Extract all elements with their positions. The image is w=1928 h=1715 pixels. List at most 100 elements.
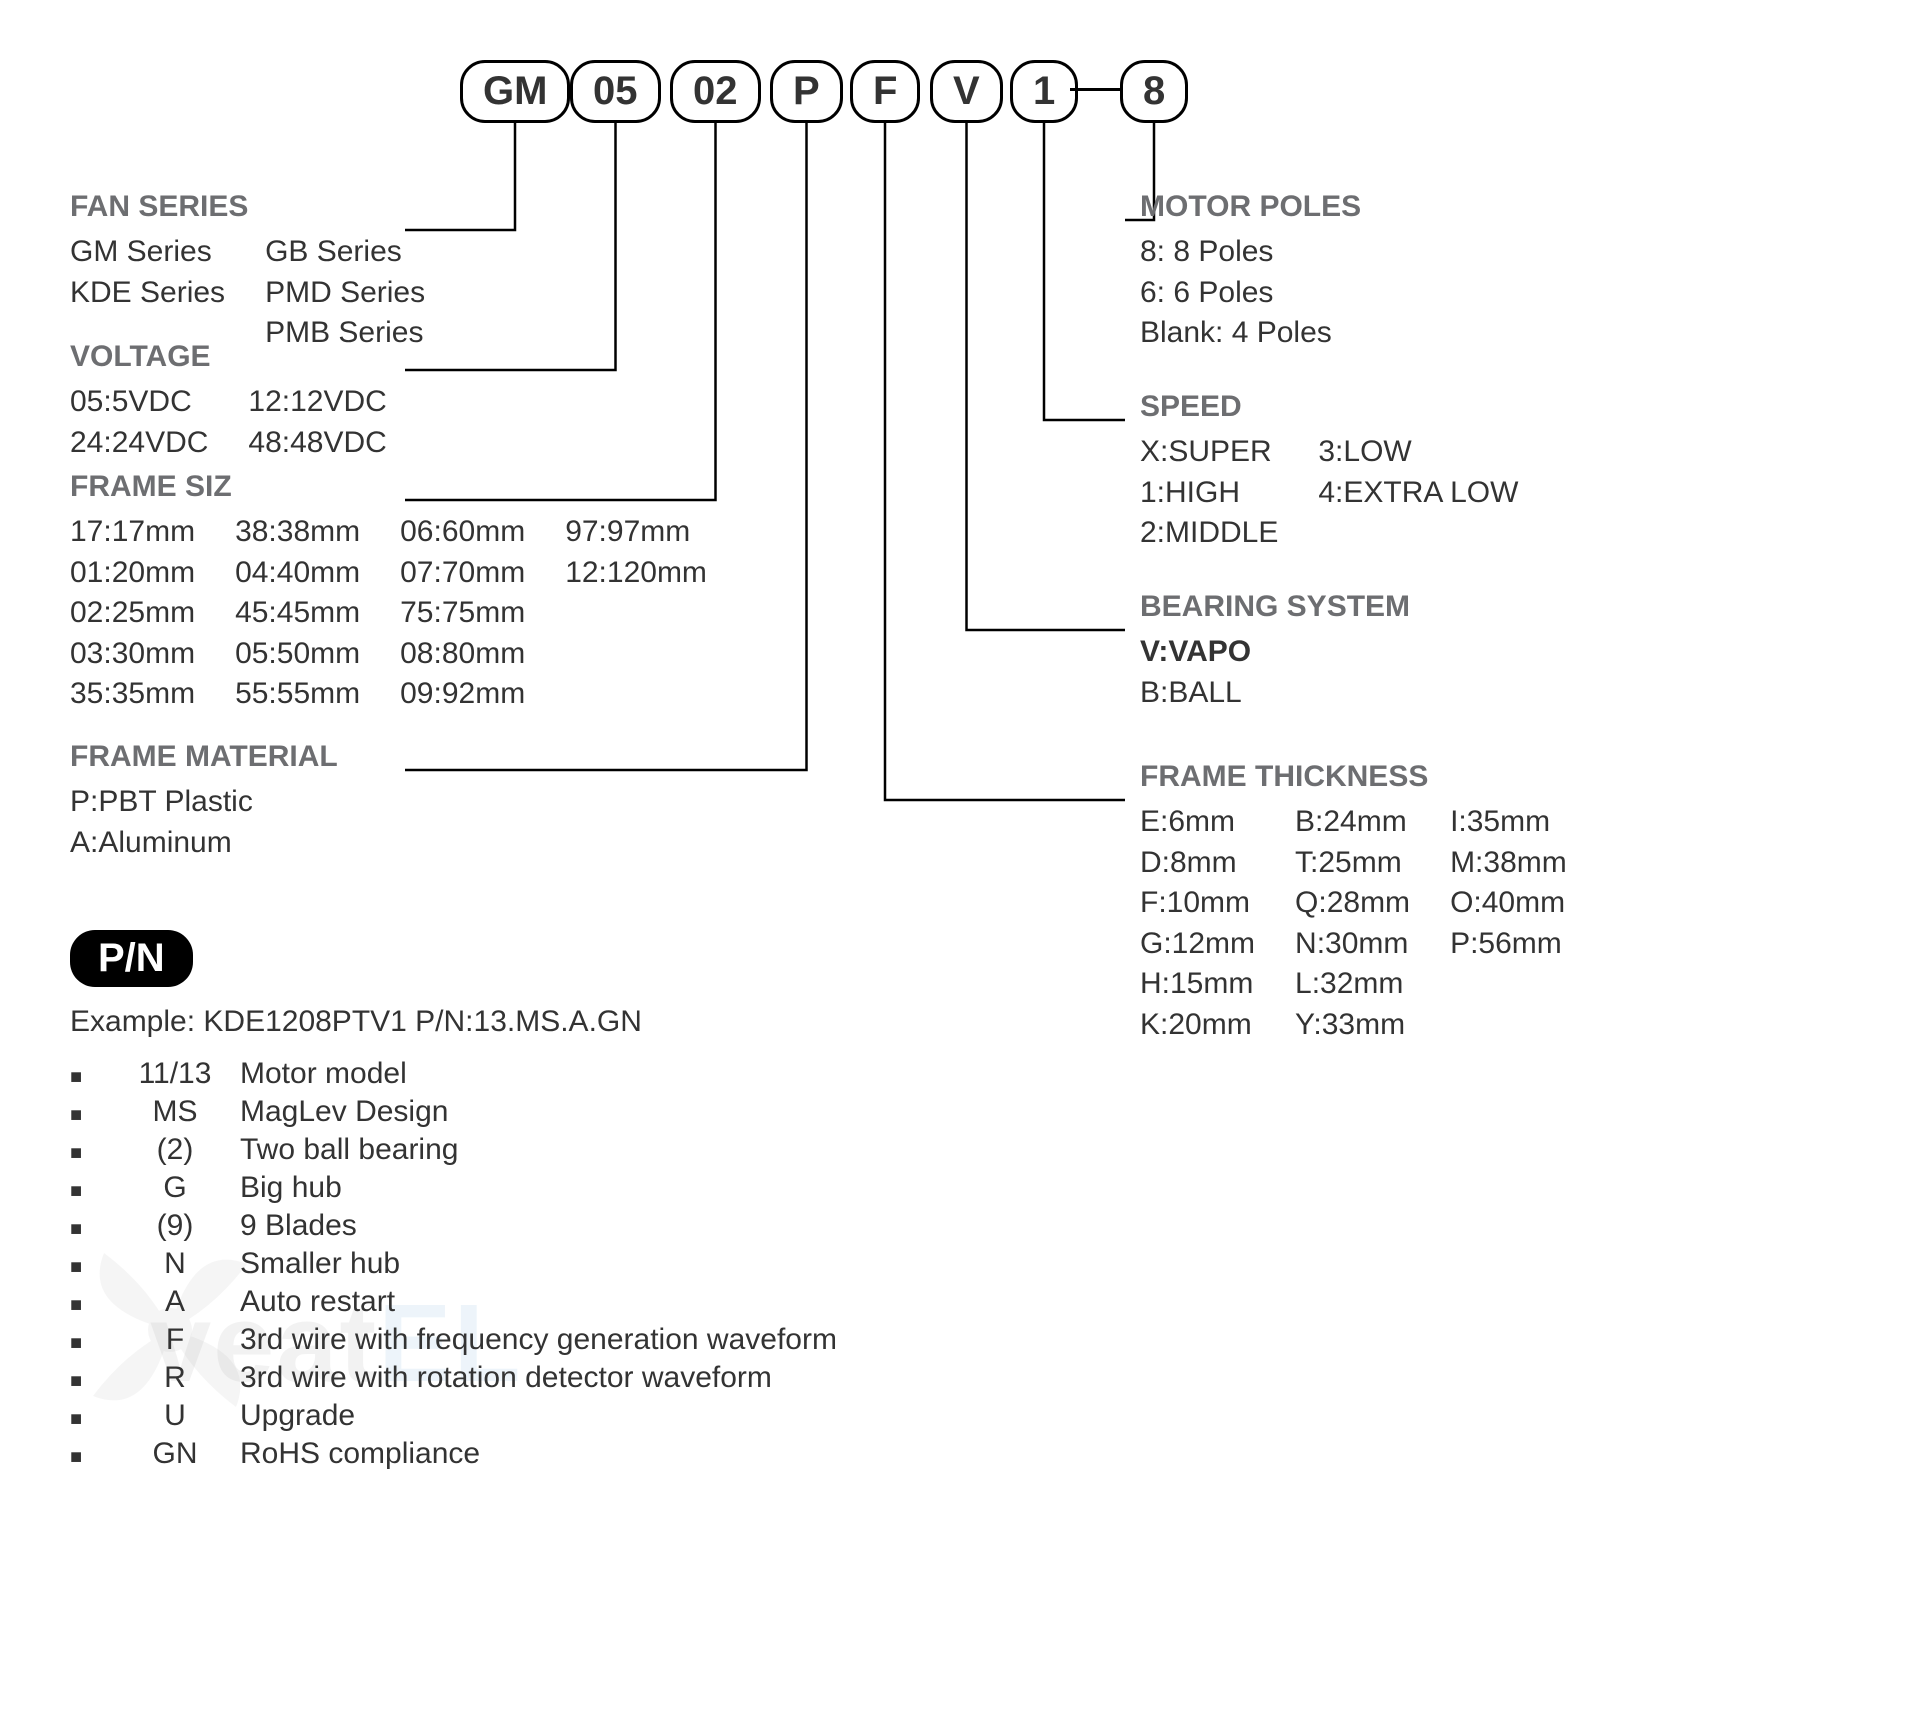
- pn-badge: P/N: [70, 930, 193, 987]
- section-item: 4:EXTRA LOW: [1318, 473, 1518, 514]
- section-title: VOLTAGE: [70, 340, 387, 374]
- pn-desc: 3rd wire with frequency generation wavef…: [240, 1323, 837, 1357]
- section-item: I:35mm: [1450, 802, 1567, 843]
- section-item: P:56mm: [1450, 924, 1567, 965]
- code-pill-02: 02: [670, 60, 761, 123]
- pn-row: ■NSmaller hub: [70, 1247, 837, 1281]
- pn-row: ■AAuto restart: [70, 1285, 837, 1319]
- bullet-icon: ■: [70, 1066, 110, 1089]
- section-item: Blank: 4 Poles: [1140, 313, 1332, 354]
- section-item: 02:25mm: [70, 593, 195, 634]
- pn-desc: Smaller hub: [240, 1247, 400, 1281]
- pn-row: ■11/13Motor model: [70, 1057, 837, 1091]
- code-pill-gm: GM: [460, 60, 570, 123]
- pn-example: Example: KDE1208PTV1 P/N:13.MS.A.GN: [70, 1005, 837, 1039]
- pn-code: 11/13: [110, 1057, 240, 1091]
- bullet-icon: ■: [70, 1294, 110, 1317]
- code-pill-05: 05: [570, 60, 661, 123]
- pn-code: R: [110, 1361, 240, 1395]
- section-item: 05:5VDC: [70, 382, 208, 423]
- section-item: N:30mm: [1295, 924, 1410, 965]
- section-item: Q:28mm: [1295, 883, 1410, 924]
- section-body: GM SeriesKDE SeriesGB SeriesPMD SeriesPM…: [70, 232, 425, 354]
- section-item: K:20mm: [1140, 1005, 1255, 1046]
- part-number-section: P/N Example: KDE1208PTV1 P/N:13.MS.A.GN …: [70, 930, 837, 1475]
- code-pill-p: P: [770, 60, 843, 123]
- pn-row: ■R3rd wire with rotation detector wavefo…: [70, 1361, 837, 1395]
- pn-code: G: [110, 1171, 240, 1205]
- section-body: 17:17mm01:20mm02:25mm03:30mm35:35mm38:38…: [70, 512, 707, 715]
- section-item: GM Series: [70, 232, 225, 273]
- section-title: FAN SERIES: [70, 190, 425, 224]
- bullet-icon: ■: [70, 1256, 110, 1279]
- section-item: 08:80mm: [400, 634, 525, 675]
- section-item: 04:40mm: [235, 553, 360, 594]
- pn-desc: RoHS compliance: [240, 1437, 480, 1471]
- section-title: MOTOR POLES: [1140, 190, 1361, 224]
- dash-connector: [1070, 88, 1120, 91]
- pn-row: ■GBig hub: [70, 1171, 837, 1205]
- section-speed: SPEEDX:SUPER1:HIGH2:MIDDLE3:LOW4:EXTRA L…: [1140, 390, 1518, 554]
- pn-code: GN: [110, 1437, 240, 1471]
- section-item: 8: 8 Poles: [1140, 232, 1332, 273]
- section-item: P:PBT Plastic: [70, 782, 253, 823]
- code-pill-1: 1: [1010, 60, 1078, 123]
- section-item: 07:70mm: [400, 553, 525, 594]
- code-pill-v: V: [930, 60, 1003, 123]
- bullet-icon: ■: [70, 1408, 110, 1431]
- section-item: 01:20mm: [70, 553, 195, 594]
- section-item: 38:38mm: [235, 512, 360, 553]
- section-title: FRAME THICKNESS: [1140, 760, 1567, 794]
- section-voltage: VOLTAGE 05:5VDC24:24VDC 12:12VDC48:48VDC: [70, 340, 387, 463]
- section-item: 06:60mm: [400, 512, 525, 553]
- pn-code: A: [110, 1285, 240, 1319]
- section-motor-poles: MOTOR POLES 8: 8 Poles6: 6 PolesBlank: 4 …: [1140, 190, 1361, 354]
- section-item: L:32mm: [1295, 964, 1410, 1005]
- code-pill-f: F: [850, 60, 920, 123]
- section-item: 48:48VDC: [248, 423, 386, 464]
- section-bearing-system: BEARING SYSTEM V:VAPOB:BALL: [1140, 590, 1410, 713]
- pn-code: MS: [110, 1095, 240, 1129]
- section-fan-series: FAN SERIES GM SeriesKDE SeriesGB SeriesPM…: [70, 190, 425, 354]
- section-item: 12:120mm: [565, 553, 707, 594]
- bullet-icon: ■: [70, 1180, 110, 1203]
- pn-code: N: [110, 1247, 240, 1281]
- section-item: 75:75mm: [400, 593, 525, 634]
- code-pill-8: 8: [1120, 60, 1188, 123]
- pn-code: (2): [110, 1133, 240, 1167]
- section-frame-thickness: FRAME THICKNESSE:6mmD:8mmF:10mmG:12mmH:1…: [1140, 760, 1567, 1045]
- section-item: O:40mm: [1450, 883, 1567, 924]
- section-item: H:15mm: [1140, 964, 1255, 1005]
- section-body: V:VAPOB:BALL: [1140, 632, 1410, 713]
- section-item: B:BALL: [1140, 673, 1251, 714]
- section-frame-siz: FRAME SIZ17:17mm01:20mm02:25mm03:30mm35:…: [70, 470, 707, 715]
- section-title: BEARING SYSTEM: [1140, 590, 1410, 624]
- section-body: 8: 8 Poles6: 6 PolesBlank: 4 Poles: [1140, 232, 1361, 354]
- section-title: FRAME MATERIAL: [70, 740, 338, 774]
- pn-desc: 9 Blades: [240, 1209, 357, 1243]
- bullet-icon: ■: [70, 1332, 110, 1355]
- section-item: 17:17mm: [70, 512, 195, 553]
- pn-desc: Motor model: [240, 1057, 407, 1091]
- pn-desc: 3rd wire with rotation detector waveform: [240, 1361, 772, 1395]
- pn-desc: MagLev Design: [240, 1095, 448, 1129]
- section-body: 05:5VDC24:24VDC 12:12VDC48:48VDC: [70, 382, 387, 463]
- section-item: 12:12VDC: [248, 382, 386, 423]
- pn-row: ■(2)Two ball bearing: [70, 1133, 837, 1167]
- section-item: V:VAPO: [1140, 632, 1251, 673]
- pn-code: U: [110, 1399, 240, 1433]
- pn-desc: Two ball bearing: [240, 1133, 458, 1167]
- section-item: 24:24VDC: [70, 423, 208, 464]
- section-item: 35:35mm: [70, 674, 195, 715]
- section-item: B:24mm: [1295, 802, 1410, 843]
- section-item: T:25mm: [1295, 843, 1410, 884]
- pn-row: ■F3rd wire with frequency generation wav…: [70, 1323, 837, 1357]
- section-item: 2:MIDDLE: [1140, 513, 1278, 554]
- section-item: F:10mm: [1140, 883, 1255, 924]
- bullet-icon: ■: [70, 1142, 110, 1165]
- pn-row: ■UUpgrade: [70, 1399, 837, 1433]
- section-item: A:Aluminum: [70, 823, 253, 864]
- pn-table: ■11/13Motor model■MSMagLev Design■(2)Two…: [70, 1057, 837, 1471]
- section-item: Y:33mm: [1295, 1005, 1410, 1046]
- section-item: 45:45mm: [235, 593, 360, 634]
